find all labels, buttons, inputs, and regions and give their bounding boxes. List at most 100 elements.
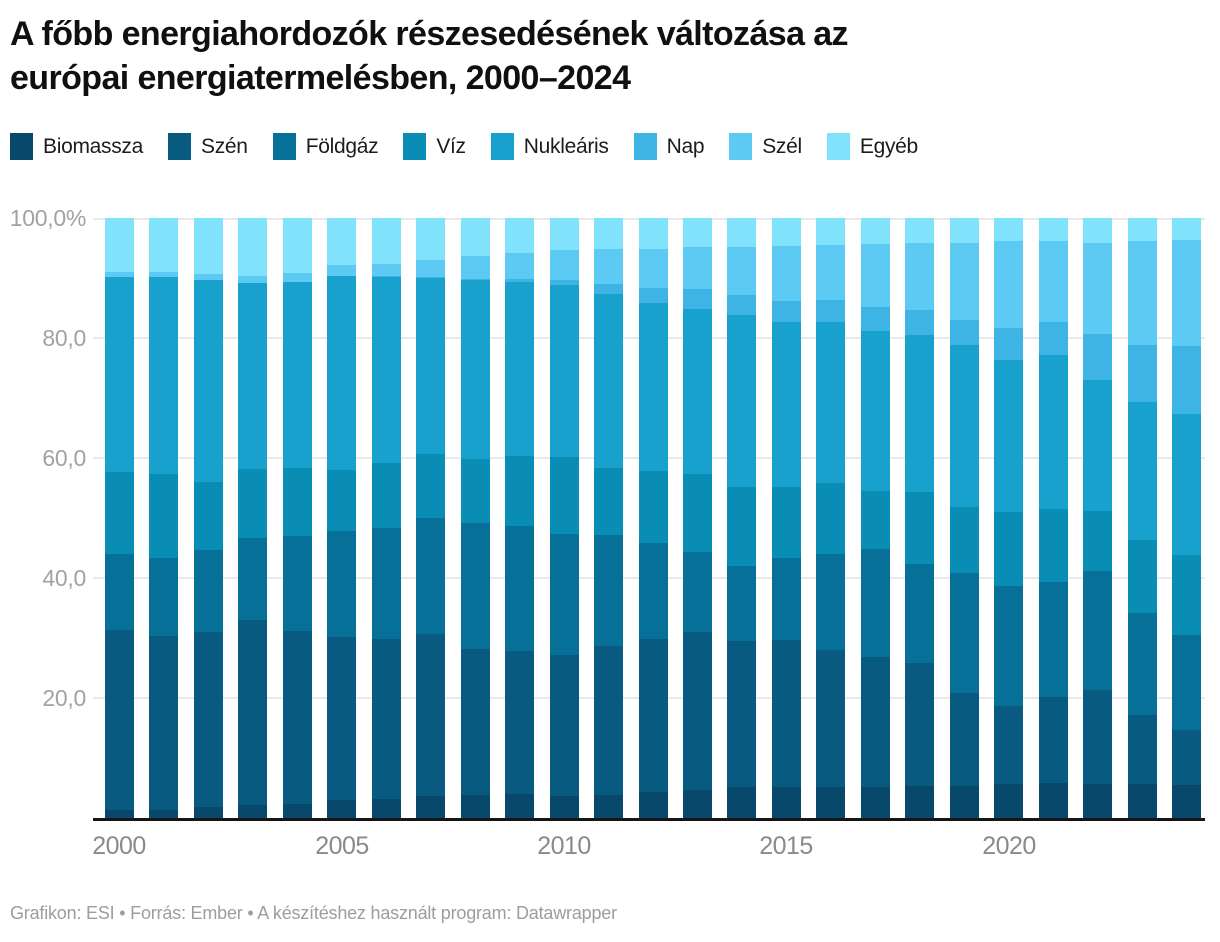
segment-szén-2021[interactable]	[1038, 696, 1068, 784]
segment-szél-2014[interactable]	[727, 246, 757, 295]
segment-szél-2002[interactable]	[193, 273, 223, 281]
segment-szén-2017[interactable]	[860, 656, 890, 787]
segment-egyéb-2014[interactable]	[727, 218, 757, 247]
segment-szél-2016[interactable]	[816, 245, 846, 301]
bar-2016[interactable]	[816, 218, 846, 818]
segment-szén-2013[interactable]	[682, 632, 712, 790]
bar-2001[interactable]	[149, 218, 179, 818]
segment-víz-2015[interactable]	[771, 487, 801, 559]
segment-egyéb-2002[interactable]	[193, 218, 223, 274]
segment-földgáz-2011[interactable]	[594, 535, 624, 646]
segment-nukleáris-2009[interactable]	[505, 281, 535, 457]
segment-földgáz-2017[interactable]	[860, 548, 890, 657]
segment-víz-2018[interactable]	[905, 491, 935, 564]
segment-nukleáris-2004[interactable]	[282, 282, 312, 469]
bar-2015[interactable]	[771, 218, 801, 818]
segment-földgáz-2007[interactable]	[416, 518, 446, 635]
segment-szél-2023[interactable]	[1127, 240, 1157, 346]
segment-biomassza-2011[interactable]	[594, 795, 624, 818]
segment-víz-2016[interactable]	[816, 482, 846, 554]
segment-nap-2008[interactable]	[460, 278, 490, 280]
bar-2022[interactable]	[1083, 218, 1113, 818]
segment-szén-2020[interactable]	[994, 706, 1024, 784]
segment-víz-2014[interactable]	[727, 487, 757, 566]
segment-földgáz-2005[interactable]	[327, 531, 357, 638]
segment-víz-2005[interactable]	[327, 470, 357, 532]
bar-2000[interactable]	[105, 218, 134, 818]
segment-nap-2020[interactable]	[994, 328, 1024, 361]
segment-nukleáris-2019[interactable]	[949, 345, 979, 507]
segment-biomassza-2020[interactable]	[994, 783, 1024, 818]
segment-szén-2012[interactable]	[638, 638, 668, 793]
segment-egyéb-2004[interactable]	[282, 218, 312, 274]
bar-2012[interactable]	[638, 218, 668, 818]
segment-víz-2003[interactable]	[238, 469, 268, 539]
bar-2020[interactable]	[994, 218, 1024, 818]
segment-nukleáris-2002[interactable]	[193, 280, 223, 482]
segment-biomassza-2005[interactable]	[327, 800, 357, 818]
segment-földgáz-2013[interactable]	[682, 551, 712, 632]
segment-egyéb-2022[interactable]	[1083, 218, 1113, 243]
segment-víz-2012[interactable]	[638, 471, 668, 544]
segment-egyéb-2016[interactable]	[816, 218, 846, 245]
segment-biomassza-2016[interactable]	[816, 787, 846, 818]
segment-egyéb-2012[interactable]	[638, 218, 668, 249]
segment-víz-2020[interactable]	[994, 512, 1024, 586]
segment-szél-2024[interactable]	[1172, 240, 1202, 347]
segment-egyéb-2009[interactable]	[505, 218, 535, 253]
segment-szén-2023[interactable]	[1127, 714, 1157, 784]
bar-2004[interactable]	[282, 218, 312, 818]
segment-egyéb-2023[interactable]	[1127, 218, 1157, 241]
segment-nukleáris-2014[interactable]	[727, 314, 757, 488]
segment-szél-2008[interactable]	[460, 256, 490, 279]
segment-víz-2000[interactable]	[105, 471, 134, 554]
segment-biomassza-2021[interactable]	[1038, 783, 1068, 818]
segment-biomassza-2023[interactable]	[1127, 783, 1157, 818]
segment-biomassza-2018[interactable]	[905, 786, 935, 818]
segment-egyéb-2007[interactable]	[416, 218, 446, 260]
segment-nukleáris-2016[interactable]	[816, 322, 846, 483]
segment-egyéb-2011[interactable]	[594, 218, 624, 250]
segment-földgáz-2002[interactable]	[193, 549, 223, 632]
segment-víz-2001[interactable]	[149, 473, 179, 558]
segment-szén-2010[interactable]	[549, 654, 579, 796]
segment-víz-2011[interactable]	[594, 468, 624, 536]
segment-földgáz-2020[interactable]	[994, 585, 1024, 707]
segment-földgáz-2003[interactable]	[238, 538, 268, 620]
segment-egyéb-2015[interactable]	[771, 218, 801, 247]
segment-víz-2004[interactable]	[282, 468, 312, 536]
segment-szén-2006[interactable]	[371, 639, 401, 800]
bar-2007[interactable]	[416, 218, 446, 818]
segment-szén-2001[interactable]	[149, 636, 179, 810]
segment-szél-2021[interactable]	[1038, 241, 1068, 323]
segment-nap-2015[interactable]	[771, 300, 801, 323]
bar-2018[interactable]	[905, 218, 935, 818]
segment-szén-2019[interactable]	[949, 692, 979, 786]
segment-földgáz-2021[interactable]	[1038, 581, 1068, 697]
segment-nap-2017[interactable]	[860, 306, 890, 331]
segment-szél-2017[interactable]	[860, 244, 890, 307]
segment-egyéb-2008[interactable]	[460, 218, 490, 257]
segment-szél-2018[interactable]	[905, 243, 935, 310]
segment-egyéb-2013[interactable]	[682, 218, 712, 248]
segment-víz-2019[interactable]	[949, 506, 979, 573]
segment-földgáz-2008[interactable]	[460, 523, 490, 650]
bar-2005[interactable]	[327, 218, 357, 818]
segment-szél-2000[interactable]	[105, 272, 134, 277]
bar-2002[interactable]	[193, 218, 223, 818]
segment-nap-2010[interactable]	[549, 280, 579, 285]
segment-nap-2012[interactable]	[638, 287, 668, 303]
segment-nukleáris-2008[interactable]	[460, 279, 490, 459]
segment-biomassza-2003[interactable]	[238, 804, 268, 818]
segment-víz-2022[interactable]	[1083, 511, 1113, 571]
segment-egyéb-2020[interactable]	[994, 218, 1024, 241]
segment-nukleáris-2018[interactable]	[905, 335, 935, 492]
segment-víz-2013[interactable]	[682, 473, 712, 552]
segment-biomassza-2009[interactable]	[505, 794, 535, 818]
segment-nukleáris-2017[interactable]	[860, 330, 890, 491]
segment-szél-2006[interactable]	[371, 264, 401, 277]
segment-szél-2012[interactable]	[638, 248, 668, 288]
segment-nap-2023[interactable]	[1127, 345, 1157, 402]
bar-2010[interactable]	[549, 218, 579, 818]
bar-2011[interactable]	[594, 218, 624, 818]
